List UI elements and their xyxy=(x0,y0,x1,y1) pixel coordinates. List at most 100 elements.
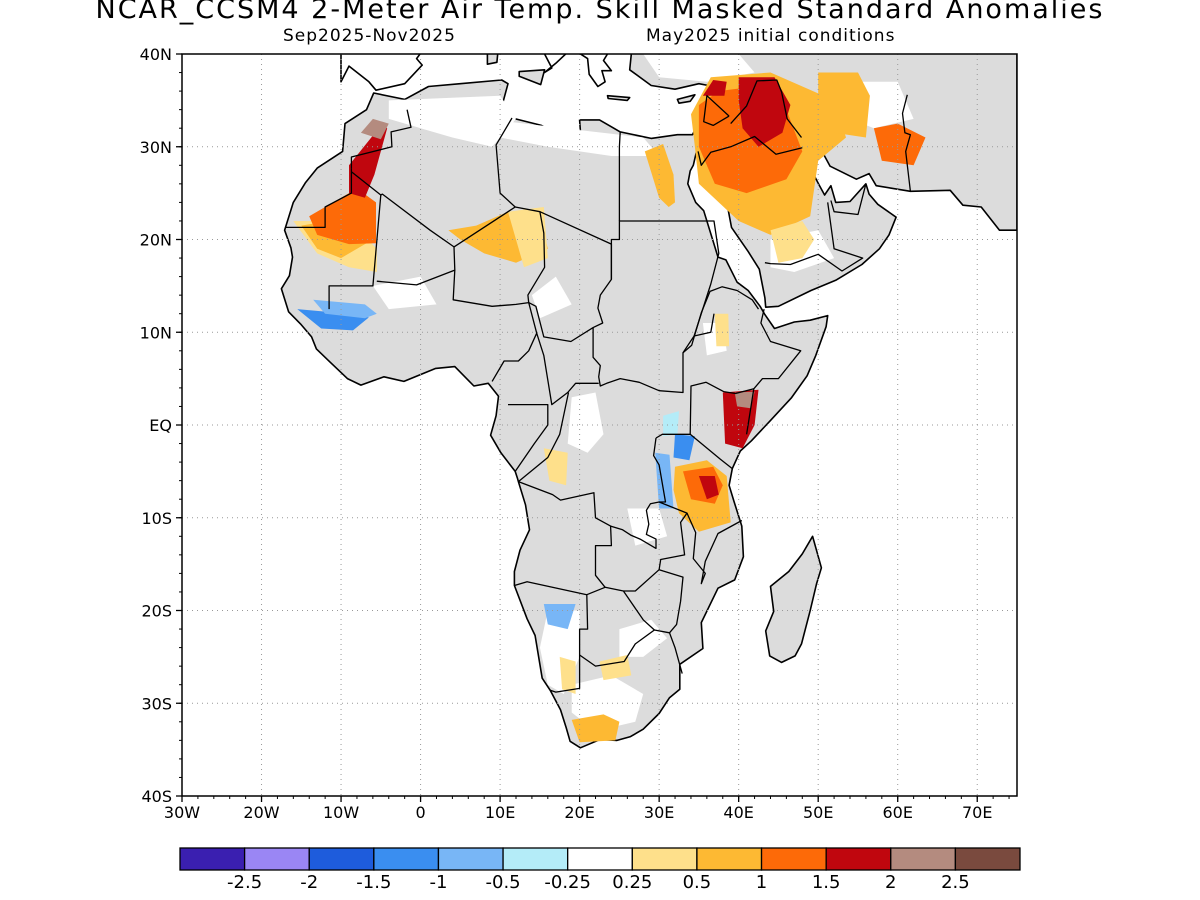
map-title: NCAR_CCSM4 2-Meter Air Temp. Skill Maske… xyxy=(95,0,1105,25)
uganda-anomaly-m025 xyxy=(663,411,679,437)
colorbar-swatch xyxy=(954,847,1021,871)
country-border xyxy=(491,302,538,382)
x-tick-label: 20W xyxy=(243,803,279,822)
country-border xyxy=(328,171,382,310)
kenya-anomaly-25 xyxy=(734,391,755,409)
colorbar-label: 0.25 xyxy=(612,872,652,893)
colorbar-swatch xyxy=(567,847,633,871)
crete-island xyxy=(606,94,631,102)
colorbar-swatch xyxy=(502,847,569,871)
colorbar-swatch xyxy=(631,847,698,871)
colorbar-swatch xyxy=(308,847,375,871)
levant-anomaly-2 xyxy=(702,80,727,96)
y-tick-label: 40S xyxy=(141,787,172,806)
africa-arabia-landmass xyxy=(280,54,1017,749)
x-tick-label: 50E xyxy=(803,803,833,822)
initial-conditions: May2025 initial conditions xyxy=(646,26,896,46)
y-tick-label: 20S xyxy=(141,602,172,621)
iran-white xyxy=(850,81,914,129)
country-border xyxy=(508,403,549,472)
anomaly-patches xyxy=(293,72,926,743)
madagascar-landmass xyxy=(764,535,823,664)
country-border xyxy=(514,480,613,596)
country-border xyxy=(693,313,715,337)
colorbar-label: -1.5 xyxy=(356,872,391,893)
mali-white xyxy=(372,276,437,310)
country-border xyxy=(579,629,683,674)
middle-east-anomaly-15 xyxy=(698,86,803,194)
sardinia-island xyxy=(486,54,499,65)
colorbar-label: -2 xyxy=(300,872,318,893)
colorbar-label: 1.5 xyxy=(812,872,841,893)
angola-anomaly-m05 xyxy=(543,604,576,630)
forecast-period: Sep2025-Nov2025 xyxy=(283,26,456,46)
colorbar: -2.5 -2 -1.5 -1 -0.5 -0.25 0.25 0.5 1 1.5 2 2.5 xyxy=(179,847,1021,893)
north-africa-white-1 xyxy=(388,95,516,147)
west-africa-anomaly-m1 xyxy=(297,309,369,331)
nw-africa-anomaly-1 xyxy=(301,216,373,259)
colorbar-swatch xyxy=(179,847,246,871)
tanzania-anomaly-2 xyxy=(698,476,719,500)
country-border xyxy=(517,392,570,483)
country-border xyxy=(830,183,867,216)
country-border xyxy=(682,286,760,354)
country-border xyxy=(550,594,589,693)
pakistan-anomaly-15 xyxy=(873,123,926,166)
country-border xyxy=(689,381,755,435)
map-frame xyxy=(181,53,1018,797)
y-tick-label: 10N xyxy=(140,323,172,342)
turkey-white xyxy=(643,54,755,82)
central-africa-white xyxy=(567,392,604,453)
colorbar-swatch xyxy=(696,847,763,871)
country-border xyxy=(618,131,621,221)
morocco-anomaly-25 xyxy=(360,118,389,140)
sahara-anomaly-05 xyxy=(508,207,548,268)
west-africa-anomaly-m05 xyxy=(313,299,377,319)
country-border xyxy=(536,333,599,406)
southern-africa-white-3 xyxy=(619,619,668,657)
cyprus-island xyxy=(676,94,696,104)
chad-white xyxy=(531,276,572,319)
kenya-anomaly-2 xyxy=(722,389,759,449)
colorbar-label: 2 xyxy=(885,872,896,893)
colorbar-swatch xyxy=(437,847,504,871)
country-border xyxy=(495,117,516,208)
botswana-anomaly-05 xyxy=(559,656,576,694)
colorbar-label: -0.25 xyxy=(544,872,591,893)
colorbar-label: 1 xyxy=(756,872,767,893)
country-border xyxy=(697,135,803,166)
sahara-anomaly-1 xyxy=(448,211,548,263)
country-border xyxy=(901,94,912,192)
country-border xyxy=(703,95,730,127)
colorbar-label: -2.5 xyxy=(227,872,262,893)
tanzania-anomaly-15 xyxy=(683,466,723,504)
country-border xyxy=(592,220,720,394)
country-border xyxy=(610,501,688,570)
x-tick-label: 30E xyxy=(644,803,674,822)
country-border xyxy=(623,569,684,634)
sicily-island xyxy=(518,69,546,86)
x-tick-label: 0 xyxy=(415,803,425,822)
y-tick-label: 10S xyxy=(141,509,172,528)
colorbar-swatch xyxy=(373,847,440,871)
country-border xyxy=(764,202,864,272)
nw-africa-anomaly-15 xyxy=(309,188,376,245)
colorbar-swatch xyxy=(890,847,957,871)
iran-anomaly-1 xyxy=(818,72,870,138)
country-border xyxy=(376,193,456,286)
x-tick-label: 20E xyxy=(564,803,594,822)
country-border xyxy=(655,433,733,470)
country-borders xyxy=(285,79,912,693)
southern-africa-white-1 xyxy=(539,610,580,694)
north-africa-white-2 xyxy=(484,118,660,156)
middle-east-anomaly-2 xyxy=(738,77,791,147)
colorbar-label: -0.5 xyxy=(486,872,521,893)
country-border xyxy=(528,211,613,343)
gridlines xyxy=(182,54,1017,796)
y-tick-label: EQ xyxy=(149,416,172,435)
tanzania-anomaly-1 xyxy=(673,460,731,532)
country-border xyxy=(604,586,655,631)
country-border xyxy=(452,206,546,307)
colorbar-swatch xyxy=(760,847,827,871)
